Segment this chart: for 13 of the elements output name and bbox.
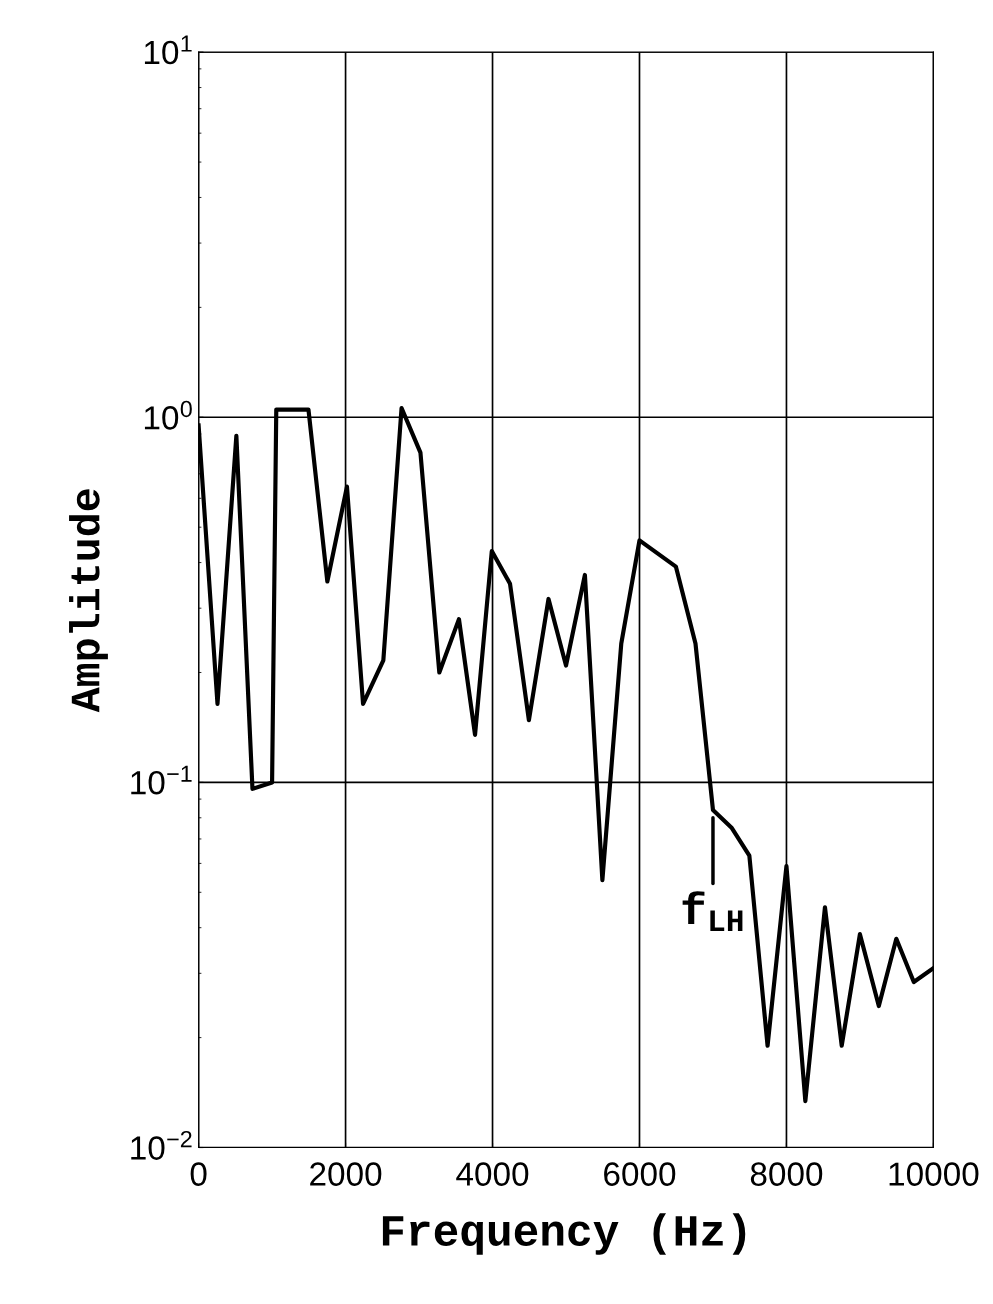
x-tick-label: 8000 [750,1162,823,1186]
y-tick-label: 10$^{−1}$ [131,765,192,795]
y-tick-label: 10$^{−2}$ [131,1130,192,1160]
x-axis-title: Frequency (Hz) [382,1213,746,1255]
y-axis-title: Amplitude [69,489,108,713]
x-tick-label: 2000 [310,1162,382,1186]
x-tick-label: 10000 [889,1162,979,1186]
x-tick-label: 6000 [604,1162,676,1186]
x-tick-label: 4000 [456,1162,529,1186]
x-tick-label: 0 [190,1162,207,1186]
annotation: f$_{LH}$ [682,891,743,932]
y-tick-label: 10$^{1}$ [144,35,192,65]
y-tick-label: 10$^{0}$ [144,400,192,430]
